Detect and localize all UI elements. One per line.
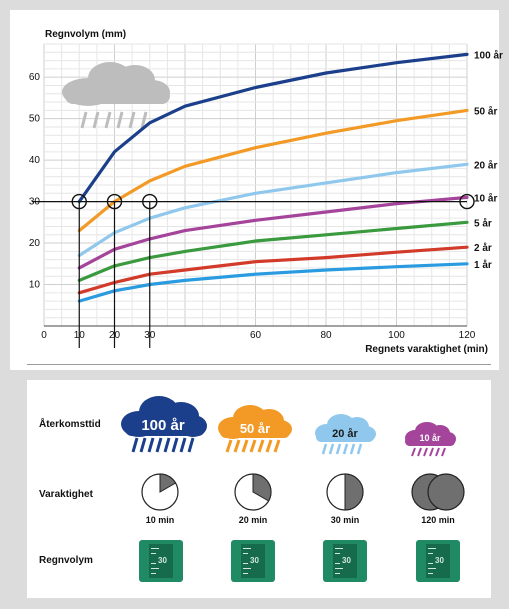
y-tick-label: 20: [29, 238, 41, 249]
duration-label-120: 120 min: [421, 515, 455, 525]
series-line: [77, 195, 469, 270]
rain-cloud-icon: [62, 62, 170, 129]
duration-label-10: 10 min: [145, 515, 175, 525]
cloud-100-icon: 100 år: [121, 396, 207, 453]
series-line: [77, 52, 469, 204]
series-label: 100 år: [474, 49, 503, 61]
cloud-100-label: 100 år: [141, 417, 185, 434]
series-label: 2 år: [474, 242, 492, 254]
cloud-20-label: 20 år: [332, 428, 358, 440]
duration-label-30: 30 min: [330, 515, 360, 525]
marker-circle: [142, 193, 158, 210]
markers-layer: [32, 193, 475, 348]
divider: [27, 364, 491, 365]
x-tick-label: 60: [250, 330, 262, 341]
marker-circle: [71, 193, 87, 210]
series-layer: [77, 52, 469, 303]
cloud-10-label: 10 år: [419, 433, 441, 443]
series-label: 5 år: [474, 217, 492, 229]
cloud-50-icon: 50 år: [218, 405, 292, 453]
x-tick-label: 100: [388, 330, 405, 341]
series-label: 50 år: [474, 105, 497, 117]
chart-background: [10, 10, 499, 370]
series-labels: 100 år 50 år 20 år 10 år 5 år 2 år 1 år: [474, 49, 503, 270]
series-line: [77, 262, 469, 303]
series-line: [77, 162, 469, 258]
duration-pie-20: [234, 473, 272, 511]
cloud-20-icon: 20 år: [315, 414, 376, 455]
y-tick-label: 40: [29, 155, 41, 166]
series-label: 20 år: [474, 159, 497, 171]
y-tick-label: 60: [29, 72, 41, 83]
marker-circle: [459, 193, 475, 210]
duration-pie-30: [326, 473, 364, 511]
rain-gauge-icon: 30: [231, 540, 275, 582]
rain-gauge-value: 30: [158, 556, 167, 565]
volume-title: Regnvolym: [39, 555, 93, 566]
return-period-title: Återkomsttid: [39, 419, 101, 430]
marker-circle: [106, 193, 123, 210]
rain-gauge-value: 30: [342, 556, 351, 565]
y-tick-label: 10: [29, 280, 41, 291]
series-label: 1 år: [474, 259, 492, 271]
rain-gauge-icon: 30: [323, 540, 367, 582]
y-tick-label: 50: [29, 114, 41, 125]
x-tick-label: 80: [320, 330, 332, 341]
duration-pie-10: [141, 473, 179, 511]
series-line: [77, 245, 469, 295]
x-tick-label: 0: [41, 330, 47, 341]
cloud-10-icon: 10 år: [405, 422, 456, 457]
y-axis-title: Regnvolym (mm): [45, 29, 126, 40]
duration-pie-120: [411, 473, 465, 511]
series-label: 10 år: [474, 192, 497, 204]
rain-gauge-icon: 30: [139, 540, 183, 582]
legend-panel: Återkomsttid Varaktighet Regnvolym 100 å…: [27, 380, 491, 598]
cloud-50-label: 50 år: [240, 421, 270, 436]
x-tick-label: 120: [459, 330, 476, 341]
rain-gauge-value: 30: [250, 556, 259, 565]
x-axis-title: Regnets varaktighet (min): [365, 344, 488, 355]
duration-title: Varaktighet: [39, 489, 93, 500]
rain-gauge-value: 30: [435, 556, 444, 565]
series-line: [77, 220, 469, 282]
rain-gauge-icon: 30: [416, 540, 460, 582]
duration-label-20: 20 min: [238, 515, 268, 525]
